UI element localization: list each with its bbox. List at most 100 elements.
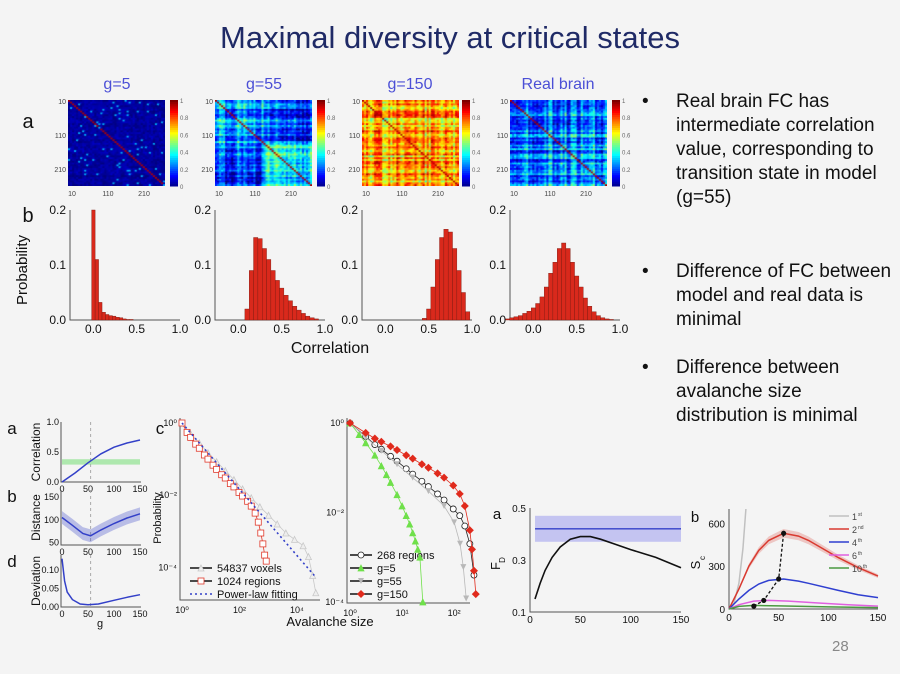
colorbar-segment: [612, 100, 620, 103]
histogram-bar: [257, 238, 263, 321]
legend-label: g=55: [377, 576, 402, 588]
colorbar-segment: [170, 136, 178, 140]
colorbar-segment: [612, 158, 620, 161]
legend-label: 1: [852, 512, 857, 522]
colorbar-segment: [317, 100, 325, 103]
histogram-bar: [526, 311, 532, 321]
colorbar-segment: [317, 179, 325, 183]
x-tick-label: 100: [106, 609, 121, 619]
histogram-bar: [565, 248, 571, 321]
colorbar-segment: [462, 134, 470, 138]
colorbar-segment: [612, 123, 620, 127]
colorbar-segment: [170, 177, 178, 181]
x-tick-label: 10²: [233, 605, 246, 615]
colorbar-segment: [170, 138, 178, 142]
data-point-square: [221, 474, 229, 482]
data-point-square: [257, 529, 265, 537]
data-point-triangle: [299, 541, 307, 550]
colorbar-segment: [462, 130, 470, 133]
colorbar-segment: [317, 181, 325, 185]
y-axis-label: Distance: [29, 494, 43, 541]
colorbar-segment: [170, 140, 178, 144]
data-point-diamond: [465, 526, 474, 535]
legend-label: g=150: [377, 589, 408, 601]
legend-label-superscript: nd: [858, 525, 864, 531]
histogram-bar: [108, 315, 113, 321]
colorbar-segment: [170, 130, 178, 133]
histogram-bar: [465, 311, 471, 321]
x-tick-label: 50: [575, 615, 587, 626]
colorbar-segment: [170, 115, 178, 118]
colorbar-segment: [612, 155, 620, 159]
x-tick-label: 50: [83, 609, 93, 619]
line-plot-axes: [60, 555, 141, 608]
data-point-diamond: [377, 437, 386, 446]
y-tick-label: 0.1: [489, 258, 506, 272]
x-axis-label-avalanche-size: Avalanche size: [286, 614, 373, 629]
data-point-diamond: [424, 463, 433, 472]
histogram-bar: [591, 311, 597, 321]
histogram-bar: [292, 306, 298, 321]
colorbar-tick-label: 0.2: [622, 168, 631, 174]
colorbar-segment: [317, 164, 325, 168]
data-point-triangle: [406, 520, 414, 528]
colorbar-tick-label: 0.2: [327, 168, 336, 174]
data-point-diamond: [402, 451, 411, 460]
colorbar-tick-label: 0: [472, 185, 476, 191]
colorbar-segment: [317, 151, 325, 155]
panel-label-c: c: [156, 419, 165, 438]
histogram-bar: [313, 318, 319, 321]
data-point-square: [259, 540, 267, 548]
legend-label: 4: [852, 538, 857, 548]
heatmap-real-brain: [510, 100, 607, 186]
data-point-triangle: [290, 535, 299, 543]
histogram-bar: [279, 287, 285, 321]
legend-marker: [357, 551, 365, 559]
histogram-bar: [296, 309, 302, 321]
colorbar-segment: [462, 181, 470, 185]
colorbar-segment: [317, 102, 325, 105]
data-point-triangle: [416, 553, 424, 561]
data-point-circle: [449, 505, 457, 513]
histogram-bar: [430, 286, 436, 321]
x-tick-label: 0: [59, 547, 64, 557]
y-tick-label: 150: [44, 492, 59, 502]
colorbar-segment: [170, 166, 178, 170]
colorbar-segment: [170, 102, 178, 105]
colorbar-segment: [317, 149, 325, 153]
data-point-triangle-down: [460, 564, 467, 571]
y-tick-label: 0.00: [41, 602, 59, 612]
data-point-square: [200, 451, 208, 459]
data-point-triangle: [371, 451, 379, 459]
colorbar-segment: [317, 125, 325, 129]
x-tick-label: 150: [132, 609, 147, 619]
y-axis-label: Deviation: [29, 556, 43, 606]
data-point-diamond: [460, 501, 469, 510]
heatmap-g55: [215, 100, 312, 186]
histogram-bar: [561, 242, 567, 321]
colorbar-segment: [462, 140, 470, 144]
colorbar-segment: [317, 130, 325, 133]
x-tick-label: 0: [59, 609, 64, 619]
legend-label: 268 regions: [377, 550, 435, 562]
real-data-band: [62, 459, 140, 465]
x-tick-label: 50: [83, 484, 93, 494]
colorbar-segment: [317, 115, 325, 118]
data-point-triangle: [355, 430, 363, 439]
data-point-triangle-down: [463, 595, 470, 602]
peak-dashed-line: [753, 533, 785, 607]
x-tick-label: 100: [820, 613, 837, 624]
data-point-triangle: [393, 490, 401, 499]
x-tick-label: 10⁰: [343, 608, 357, 618]
colorbar-segment: [170, 153, 178, 157]
y-tick-label: 0: [719, 605, 725, 616]
colorbar-tick-label: 0.6: [180, 133, 189, 139]
colorbar-segment: [612, 130, 620, 133]
colorbar-segment: [170, 143, 178, 146]
series-line: [349, 422, 424, 603]
data-point-square: [262, 557, 270, 565]
heatmap-x-tick-label: 210: [138, 191, 150, 198]
peak-point: [751, 603, 757, 609]
colorbar-segment: [317, 119, 325, 122]
colorbar-segment: [612, 147, 620, 150]
